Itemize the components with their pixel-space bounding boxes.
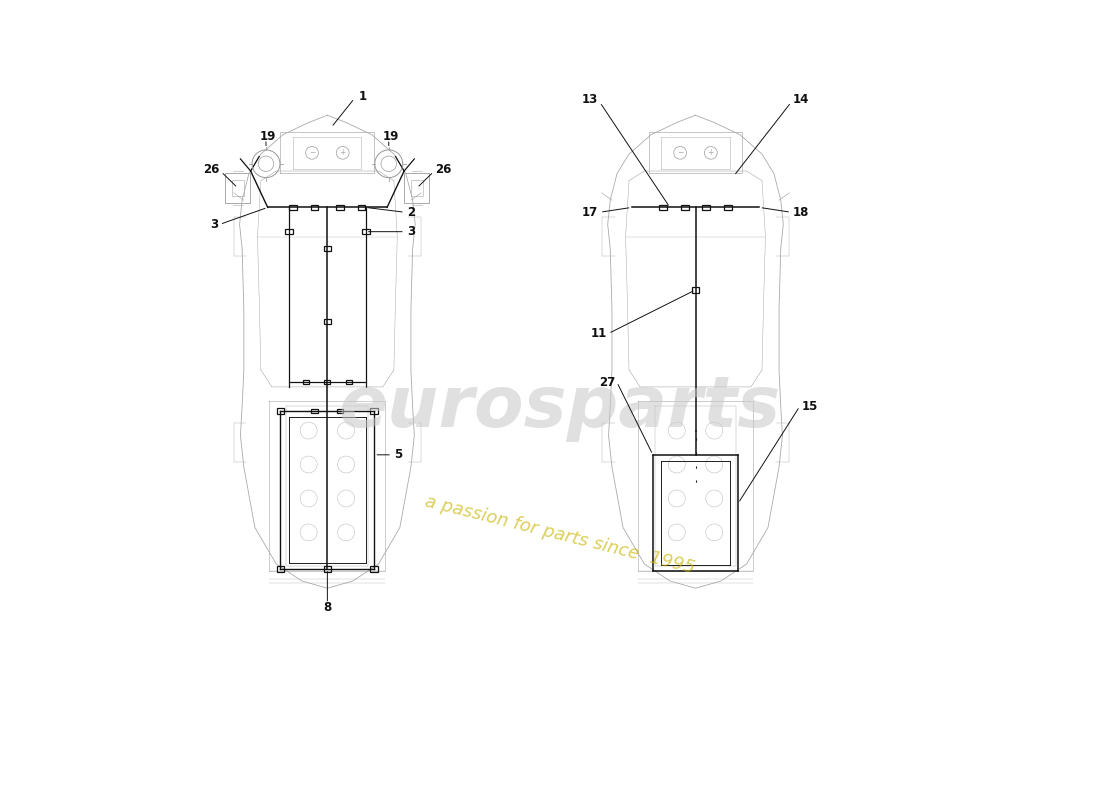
Bar (659, 205, 667, 210)
Bar (302, 380, 309, 384)
Bar (311, 409, 318, 414)
Bar (337, 205, 344, 210)
Text: 19: 19 (383, 130, 399, 143)
Bar (285, 229, 293, 234)
Bar (362, 229, 370, 234)
Text: 3: 3 (407, 225, 416, 238)
Text: +: + (340, 148, 345, 158)
Bar (405, 173, 429, 203)
Bar (692, 287, 700, 293)
Text: +: + (707, 148, 714, 158)
Text: 27: 27 (600, 375, 615, 389)
Bar (702, 205, 710, 210)
Text: 19: 19 (260, 130, 276, 143)
Text: 5: 5 (395, 448, 403, 462)
Bar (226, 173, 251, 203)
Bar (324, 380, 330, 384)
Bar (323, 246, 331, 251)
Text: 11: 11 (591, 327, 607, 340)
Bar (371, 566, 378, 571)
Bar (371, 409, 378, 414)
Bar (323, 566, 331, 571)
Bar (337, 409, 343, 414)
Bar (410, 180, 424, 196)
Text: 26: 26 (204, 163, 220, 176)
Bar (681, 205, 689, 210)
Text: eurosparts: eurosparts (339, 374, 781, 442)
Text: 13: 13 (582, 94, 598, 106)
Bar (323, 318, 331, 324)
Bar (724, 205, 732, 210)
Text: −: − (309, 148, 316, 158)
Text: −: − (676, 148, 683, 158)
Text: 3: 3 (210, 218, 218, 231)
Bar (358, 205, 365, 210)
Bar (345, 380, 352, 384)
Bar (276, 566, 285, 571)
Text: 26: 26 (436, 163, 452, 176)
Bar (310, 205, 319, 210)
Text: 17: 17 (582, 206, 598, 218)
Text: 15: 15 (801, 400, 817, 413)
Bar (232, 180, 244, 196)
Bar (289, 205, 297, 210)
Text: 2: 2 (407, 206, 416, 218)
Bar (276, 409, 285, 414)
Text: 14: 14 (793, 94, 810, 106)
Text: 1: 1 (359, 90, 366, 102)
Text: 8: 8 (323, 601, 331, 614)
Text: a passion for parts since  1995: a passion for parts since 1995 (424, 493, 696, 578)
Text: 18: 18 (793, 206, 810, 218)
